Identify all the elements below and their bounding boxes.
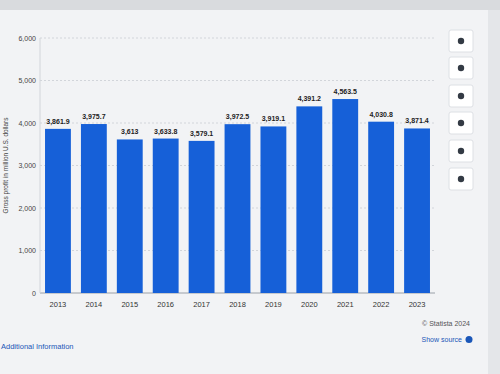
info-icon[interactable] [466,336,473,343]
bar [117,139,143,293]
grid-line [40,38,435,39]
x-tick-label: 2022 [373,300,390,309]
additional-information: Additional Information [1,342,74,351]
button-icon [458,148,464,154]
y-tick-label: 0 [32,290,36,297]
button-icon [458,38,464,44]
x-tick-label: 2020 [301,300,318,309]
bar [260,126,286,293]
data-label: 3,861.9 [46,118,69,126]
button-box[interactable] [449,168,473,190]
y-tick-label: 3,000 [18,162,36,169]
button-box[interactable] [449,140,473,162]
x-tick-label: 2023 [409,300,426,309]
x-tick-label: 2018 [229,300,246,309]
data-label: 4,030.8 [369,111,392,119]
y-axis-line [40,38,41,293]
sidebar-button[interactable] [449,85,473,107]
data-label: 3,919.1 [262,115,285,123]
data-label: 3,871.4 [405,117,428,125]
bar [45,129,71,293]
copyright: © Statista 2024 [422,320,470,327]
button-icon [458,93,464,99]
bar [81,124,107,293]
sidebar-button[interactable] [449,57,473,79]
button-box[interactable] [449,30,473,52]
browser-strip [0,0,500,10]
x-tick-label: 2016 [157,300,174,309]
chart-svg: 0 1,000 2,000 3,000 4,000 5,000 6,000 Gross pro… [0,0,500,374]
page: {"chart_data": {"type": "bar", "y_label"… [0,0,500,374]
data-label: 4,563.5 [334,88,357,96]
data-label: 4,391.2 [298,95,321,103]
sidebar-button[interactable] [449,168,473,190]
grid-line [40,80,435,81]
bar [225,124,251,293]
data-label: 3,579.1 [190,130,213,138]
x-tick-label: 2014 [86,300,103,309]
button-box[interactable] [449,57,473,79]
bar [368,122,394,293]
sidebar-button[interactable] [449,30,473,52]
bar [332,99,358,293]
x-tick-label: 2017 [193,300,210,309]
data-label: 3,613 [121,128,139,136]
button-icon [458,176,464,182]
y-axis-title: Gross profit in million U.S. dollars [2,117,10,214]
bar [296,106,322,293]
x-tick-label: 2019 [265,300,282,309]
button-icon [458,65,464,71]
y-tick-label: 5,000 [18,77,36,84]
data-label: 3,975.7 [82,113,105,121]
bars [45,99,430,293]
side-panel [488,10,500,374]
y-tick-label: 1,000 [18,247,36,254]
button-box[interactable] [449,112,473,134]
button-icon [458,120,464,126]
bar [189,141,215,293]
y-tick-label: 6,000 [18,35,36,42]
sidebar-button[interactable] [449,112,473,134]
x-tick-label: 2021 [337,300,354,309]
y-tick-label: 2,000 [18,205,36,212]
sidebar-button[interactable] [449,140,473,162]
background [0,0,500,374]
show-source: Show source [422,336,463,343]
x-tick-label: 2015 [121,300,138,309]
button-box[interactable] [449,85,473,107]
bar [153,139,179,293]
y-tick-label: 4,000 [18,120,36,127]
x-tick-label: 2013 [50,300,67,309]
bar [404,128,430,293]
data-label: 3,633.8 [154,128,177,136]
data-label: 3,972.5 [226,113,249,121]
